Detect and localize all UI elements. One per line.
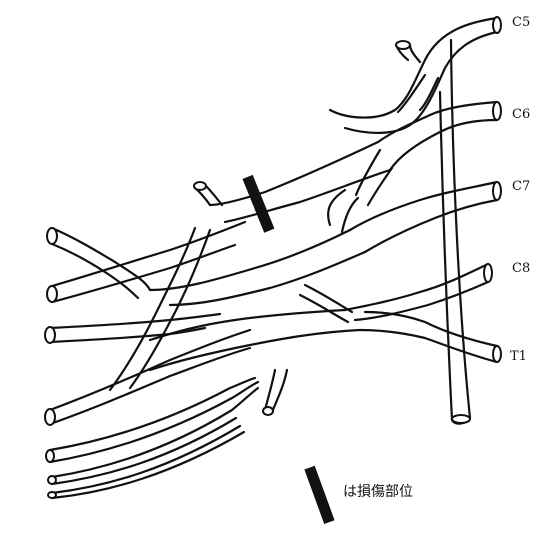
root-c5 [328,16,502,135]
root-label-c6: C6 [512,107,531,122]
terminal-branches [44,220,354,500]
vertical-vessel [438,38,472,425]
legend-marker [304,465,335,524]
root-label-c5: C5 [512,15,531,30]
injury-site-marker [242,174,275,233]
root-t1 [148,308,502,372]
root-label-c8: C8 [512,261,531,276]
root-label-c7: C7 [512,179,531,194]
legend-text: は損傷部位 [343,484,413,500]
root-c8 [343,262,493,322]
root-c7 [148,148,502,307]
root-label-t1: T1 [510,349,527,364]
